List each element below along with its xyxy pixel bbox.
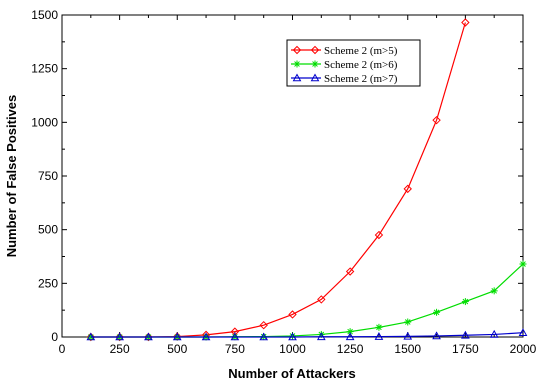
legend-label: Scheme 2 (m>7) bbox=[324, 73, 398, 85]
asterisk-stroke bbox=[462, 298, 469, 305]
data-point bbox=[489, 329, 499, 338]
asterisk-stroke bbox=[491, 288, 497, 294]
series-3 bbox=[86, 328, 528, 341]
series-2 bbox=[87, 260, 527, 341]
legend: Scheme 2 (m>5) Scheme 2 (m>6) Scheme 2 (m>… bbox=[286, 39, 421, 87]
y-tick-label: 1250 bbox=[31, 62, 58, 76]
x-tick-label: 2000 bbox=[510, 342, 537, 356]
data-point bbox=[345, 267, 355, 276]
asterisk-stroke bbox=[347, 328, 353, 335]
data-point bbox=[86, 332, 96, 341]
data-point bbox=[461, 18, 470, 27]
y-tick-label: 0 bbox=[51, 330, 58, 344]
data-point bbox=[432, 331, 441, 340]
legend-label: Scheme 2 (m>5) bbox=[324, 45, 398, 57]
data-point bbox=[490, 287, 498, 295]
data-point bbox=[144, 332, 153, 341]
legend-entry-1: Scheme 2 (m>5) bbox=[291, 45, 398, 57]
legend-label: Scheme 2 (m>6) bbox=[324, 59, 398, 71]
data-point bbox=[375, 323, 383, 331]
y-tick-labels: 0 250 500 750 1000 1250 1500 bbox=[31, 8, 58, 344]
data-point bbox=[259, 320, 268, 330]
data-point bbox=[345, 332, 355, 341]
asterisk-stroke bbox=[294, 61, 300, 67]
y-tick-label: 750 bbox=[38, 169, 58, 183]
data-point bbox=[201, 332, 211, 341]
data-point bbox=[461, 298, 469, 306]
data-point bbox=[288, 332, 297, 341]
legend-marker bbox=[310, 73, 320, 82]
legend-marker bbox=[292, 45, 302, 55]
x-tick-label: 0 bbox=[59, 342, 66, 356]
x-tick-label: 250 bbox=[110, 342, 130, 356]
x-tick-label: 1000 bbox=[279, 342, 306, 356]
y-tick-label: 1500 bbox=[31, 8, 58, 22]
legend-entry-3: Scheme 2 (m>7) bbox=[291, 73, 398, 85]
data-point bbox=[374, 230, 384, 240]
x-tick-label: 500 bbox=[167, 342, 187, 356]
series-line bbox=[90, 332, 524, 338]
data-point bbox=[259, 332, 269, 341]
legend-marker bbox=[311, 60, 319, 68]
legend-marker bbox=[293, 60, 301, 68]
data-point bbox=[374, 332, 384, 340]
asterisk-stroke bbox=[404, 319, 411, 325]
data-point bbox=[432, 115, 441, 125]
data-point bbox=[433, 308, 441, 316]
x-tick-labels: 0 250 500 750 1000 1250 1500 1750 2000 bbox=[59, 342, 537, 356]
y-tick-label: 1000 bbox=[31, 115, 58, 129]
asterisk-stroke bbox=[433, 309, 440, 316]
data-point bbox=[115, 332, 124, 341]
x-tick-label: 1250 bbox=[337, 342, 364, 356]
series-layer bbox=[86, 18, 528, 342]
x-tick-label: 750 bbox=[225, 342, 245, 356]
data-point bbox=[518, 328, 528, 337]
series-line bbox=[90, 263, 524, 338]
x-tick-label: 1500 bbox=[394, 342, 421, 356]
data-point bbox=[172, 332, 182, 341]
data-point bbox=[461, 330, 470, 339]
data-point bbox=[403, 331, 413, 340]
y-tick-label: 500 bbox=[38, 223, 58, 237]
data-point bbox=[403, 184, 412, 194]
legend-marker bbox=[292, 73, 302, 82]
data-point bbox=[316, 332, 326, 341]
data-point bbox=[404, 318, 412, 326]
legend-marker bbox=[310, 45, 320, 55]
x-axis-title: Number of Attackers bbox=[228, 366, 355, 381]
asterisk-stroke bbox=[312, 61, 318, 67]
x-tick-label: 1750 bbox=[452, 342, 479, 356]
y-axis-title: Number of False Positives bbox=[4, 95, 19, 258]
data-point bbox=[288, 310, 297, 319]
y-tick-label: 250 bbox=[38, 276, 58, 290]
data-point bbox=[230, 332, 240, 341]
data-point bbox=[317, 295, 326, 304]
legend-entry-2: Scheme 2 (m>6) bbox=[291, 59, 398, 71]
data-point bbox=[519, 260, 527, 268]
asterisk-stroke bbox=[520, 261, 526, 267]
asterisk-stroke bbox=[376, 324, 382, 331]
